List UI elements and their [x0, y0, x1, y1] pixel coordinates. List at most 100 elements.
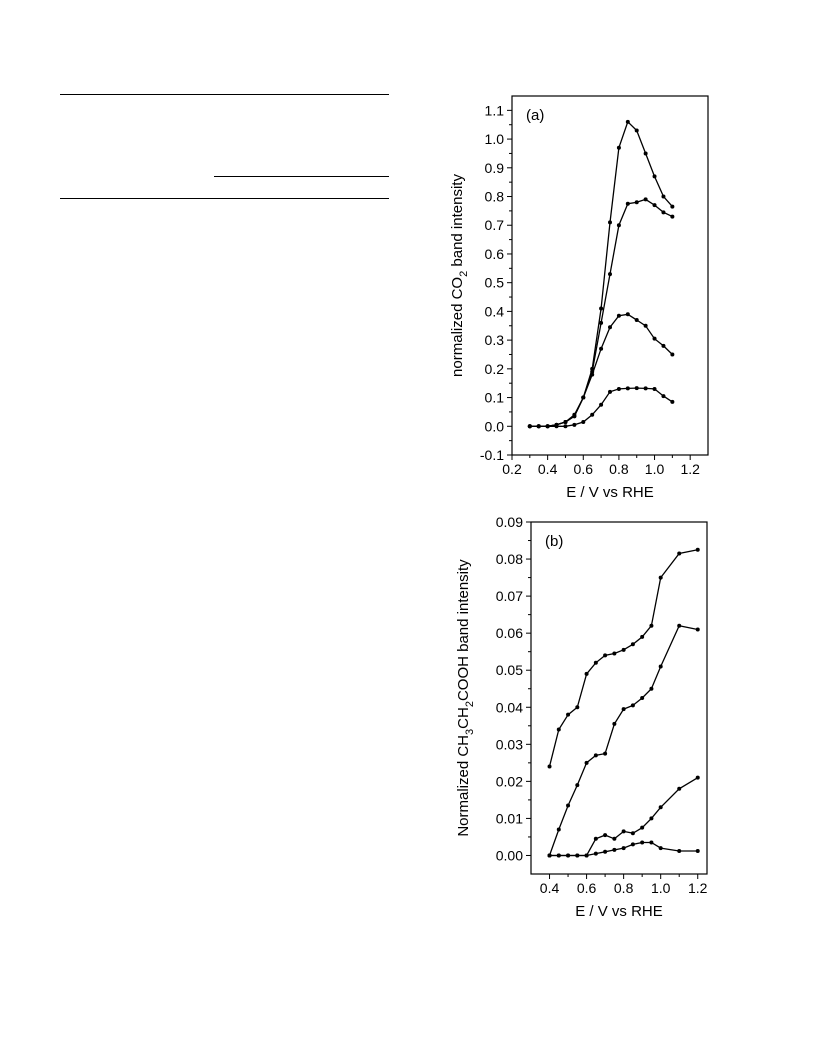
- chart-b-series-4-point: [593, 851, 598, 856]
- chart-b-series-4-point: [621, 846, 626, 851]
- chart-b-x-tick-label: 1.2: [688, 880, 708, 896]
- chart-a-series-4-point: [599, 402, 604, 407]
- chart-b-y-tick-label: 0.03: [496, 736, 523, 752]
- chart-b-series-4-point: [575, 853, 580, 858]
- chart-b-series-4-point: [695, 849, 700, 854]
- chart-b-series-1-line: [548, 549, 698, 767]
- chart-a-series-2-point: [608, 272, 612, 277]
- chart-b-y-tick-label: 0.05: [496, 662, 523, 678]
- chart-a-y-axis-label-subscript: 2: [458, 271, 470, 277]
- chart-b-series-2-line: [548, 624, 698, 856]
- chart-a-series-4-point: [527, 424, 532, 429]
- chart-a-y-axis-label: normalized CO2 band intensity: [449, 174, 470, 377]
- chart-a-y-tick-label: 0.9: [485, 160, 505, 176]
- chart-b-series-4-point: [677, 849, 682, 854]
- chart-a-series-4-point: [554, 424, 559, 429]
- chart-a-series-4-point: [608, 389, 612, 394]
- chart-b-y-axis-label-part: COOH band intensity: [455, 559, 472, 701]
- chart-a-y-tick-label: 0.2: [485, 361, 505, 377]
- chart-b-y-axis-label: Normalized CH3CH2COOH band intensity: [455, 559, 476, 837]
- chart-b-plot-frame: [530, 521, 708, 875]
- chart-b-y-tick-label: 0.09: [496, 514, 523, 530]
- chart-b-panel-label: (b): [545, 533, 563, 550]
- chart-b-series-2-point: [658, 664, 663, 669]
- chart-b-y-tick-label: 0.06: [496, 625, 523, 641]
- chart-a-x-tick-label: 1.0: [645, 461, 665, 477]
- chart-b-series-4-point: [603, 849, 608, 854]
- chart-b-series-3-line: [549, 777, 699, 857]
- chart-b-x-tick-label: 0.8: [614, 880, 634, 896]
- chart-a-series-1-point: [670, 204, 675, 209]
- chart-a-y-tick-label: 0.4: [485, 303, 505, 319]
- chart-a-x-tick-label: 0.8: [609, 461, 629, 477]
- chart-a-series-1-point: [661, 194, 666, 199]
- chart-a-series-2-point: [643, 197, 648, 202]
- chart-b-series-3-point: [612, 836, 617, 841]
- table-bottom-rule: [60, 198, 389, 199]
- chart-a-series-4-point: [563, 424, 568, 429]
- chart-b-series-4-point: [658, 846, 663, 851]
- chart-b-propionic-acid-band-intensity: 0.4 0.6 0.8 1.0 1.2 0.00 0.01 0.02 0.03 0.04 0.05 0…: [455, 514, 708, 920]
- chart-b-series-3-point: [640, 825, 645, 830]
- chart-b-series-1-point: [630, 642, 635, 647]
- chart-b-y-tick-label: 0.01: [496, 810, 523, 826]
- chart-a-x-axis-label: E / V vs RHE: [566, 484, 654, 501]
- chart-a-y-tick-label: -0.1: [480, 447, 504, 463]
- chart-a-series-4-point: [670, 399, 675, 404]
- chart-b-series-2-point: [640, 696, 645, 700]
- chart-a-y-tick-label: 0.6: [485, 246, 505, 262]
- chart-a-series-3-point: [563, 419, 568, 424]
- chart-a-series-1-point: [599, 306, 604, 311]
- chart-b-x-tick-label: 1.0: [651, 880, 671, 896]
- chart-b-series-4-point: [584, 853, 589, 858]
- chart-a-series-2-point: [661, 210, 666, 215]
- chart-a-series-3-line: [529, 313, 673, 427]
- chart-b-x-axis-label: E / V vs RHE: [575, 903, 663, 920]
- chart-a-x-tick-label: 0.4: [538, 461, 558, 477]
- chart-b-x-tick-label: 0.6: [577, 880, 597, 896]
- chart-a-series-4-point: [643, 386, 648, 391]
- chart-a-series-4-line: [529, 387, 673, 427]
- chart-b-series-3-point: [603, 833, 608, 838]
- chart-a-y-tick-label: 1.0: [485, 131, 505, 147]
- chart-b-y-tick-label: 0.08: [496, 551, 523, 567]
- chart-b-series-2-point: [603, 751, 608, 756]
- chart-b-y-axis-label-subscript: 2: [464, 701, 476, 707]
- chart-a-series-4-point: [581, 419, 586, 424]
- chart-b-series-2-point: [649, 686, 654, 691]
- chart-b-series-1-point: [621, 647, 626, 652]
- chart-b-series-1-point: [640, 634, 645, 639]
- chart-a-series-4-point: [634, 386, 639, 391]
- chart-b-series-2-point: [575, 783, 580, 788]
- chart-a-series-2-point: [625, 201, 630, 206]
- chart-b-series-4-point: [547, 853, 552, 858]
- chart-a-series-1-point: [634, 128, 639, 133]
- chart-b-y-tick-label: 0.00: [496, 847, 523, 863]
- chart-b-series-3-point: [658, 805, 663, 810]
- chart-b-series-2-point: [677, 623, 682, 628]
- table-mid-rule: [214, 176, 389, 177]
- chart-a-series-3-point: [572, 414, 577, 419]
- chart-a-y-tick-label: 1.1: [485, 102, 505, 118]
- chart-a-series-3-point: [661, 343, 666, 348]
- chart-b-series-3-point: [649, 816, 654, 821]
- table-top-rule: [60, 94, 389, 95]
- chart-b-x-tick-label: 0.4: [540, 880, 560, 896]
- chart-b-series-3-point: [621, 829, 626, 834]
- chart-b-series-2-point: [593, 753, 598, 758]
- chart-a-co2-band-intensity: 0.2 0.4 0.6 0.8 1.0 1.2 -0.1 0.0 0.1 0.2 0.3 0.4 0.5…: [449, 95, 709, 501]
- chart-b-series-4-point: [649, 840, 654, 845]
- chart-a-series-3-point: [616, 313, 621, 318]
- chart-a-series-1-point: [625, 119, 630, 124]
- chart-a-series-4-point: [652, 386, 657, 391]
- chart-a-series-2-point: [670, 214, 675, 219]
- chart-b-series-2-point: [584, 760, 589, 765]
- chart-b-series-1-point: [612, 651, 617, 656]
- chart-a-series-1-point: [652, 174, 657, 179]
- chart-a-y-axis-label-part: band intensity: [449, 174, 466, 271]
- chart-b-series-1-point: [677, 551, 682, 556]
- chart-b-y-tick-label: 0.04: [496, 699, 523, 715]
- chart-a-series-2-point: [599, 320, 604, 325]
- chart-b-series-1-point: [593, 660, 598, 665]
- chart-a-plot-frame: [511, 95, 709, 456]
